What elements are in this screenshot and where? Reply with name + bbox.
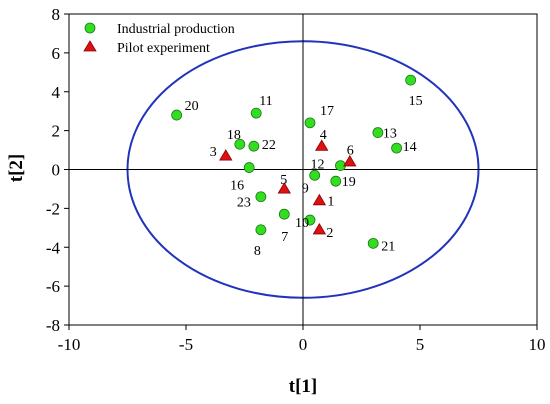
y-tick-label: 8 — [52, 5, 61, 24]
point-label: 3 — [210, 145, 217, 160]
industrial-point — [330, 175, 342, 187]
industrial-point — [405, 74, 417, 86]
pilot-point — [315, 139, 329, 151]
legend-label: Industrial production — [117, 22, 235, 37]
x-tick-label: 10 — [529, 335, 546, 354]
pilot-point — [219, 149, 233, 161]
industrial-point — [248, 140, 260, 152]
point-label: 8 — [254, 244, 261, 259]
industrial-point — [171, 109, 183, 121]
point-label: 21 — [381, 239, 395, 254]
point-label: 22 — [262, 138, 276, 153]
y-tick-label: -2 — [46, 199, 60, 218]
x-tick-label: -10 — [58, 335, 81, 354]
y-tick-label: 2 — [52, 122, 61, 141]
pilot-point — [277, 182, 291, 194]
pilot-point — [312, 222, 327, 235]
pilot-point — [312, 193, 327, 206]
industrial-point — [304, 117, 316, 129]
y-tick-label: -4 — [46, 238, 61, 257]
y-tick-label: 4 — [52, 83, 61, 102]
point-label: 1 — [327, 195, 334, 210]
industrial-point — [234, 138, 246, 150]
point-label: 7 — [281, 230, 288, 245]
x-axis-title: t[1] — [289, 376, 317, 397]
pilot-point — [343, 154, 357, 167]
point-label: 13 — [383, 127, 397, 142]
point-label: 16 — [230, 179, 244, 194]
x-tick-label: -5 — [179, 335, 193, 354]
legend-label: Pilot experiment — [117, 41, 210, 56]
point-label: 20 — [185, 99, 199, 114]
point-label: 2 — [326, 226, 333, 241]
industrial-point — [278, 208, 290, 220]
point-label: 5 — [280, 173, 287, 188]
y-tick-label: 6 — [52, 44, 61, 63]
industrial-point — [304, 214, 316, 226]
point-label: 23 — [237, 196, 251, 211]
industrial-point — [367, 237, 379, 249]
point-label: 6 — [347, 144, 354, 159]
industrial-point — [255, 191, 267, 203]
point-label: 11 — [259, 94, 272, 109]
point-label: 15 — [409, 94, 423, 109]
industrial-point — [250, 107, 262, 119]
point-label: 14 — [403, 140, 417, 155]
point-label: 4 — [320, 128, 327, 143]
y-tick-label: -8 — [46, 316, 60, 335]
y-tick-label: -6 — [46, 277, 60, 296]
point-label: 17 — [320, 104, 334, 119]
y-axis-title: t[2] — [6, 154, 27, 182]
point-label: 10 — [295, 216, 309, 231]
legend-marker-triangle — [83, 40, 97, 52]
industrial-point — [243, 162, 255, 173]
point-label: 19 — [342, 175, 356, 190]
legend-marker-circle — [84, 22, 96, 34]
y-tick-label: 0 — [52, 161, 61, 180]
x-tick-label: 5 — [416, 335, 425, 354]
industrial-point — [255, 224, 267, 236]
industrial-point — [309, 169, 321, 181]
point-label: 18 — [227, 128, 241, 143]
industrial-point — [391, 142, 403, 154]
point-label: 9 — [302, 181, 309, 196]
point-label: 12 — [310, 158, 324, 173]
industrial-point — [372, 127, 384, 138]
x-tick-label: 0 — [299, 335, 308, 354]
